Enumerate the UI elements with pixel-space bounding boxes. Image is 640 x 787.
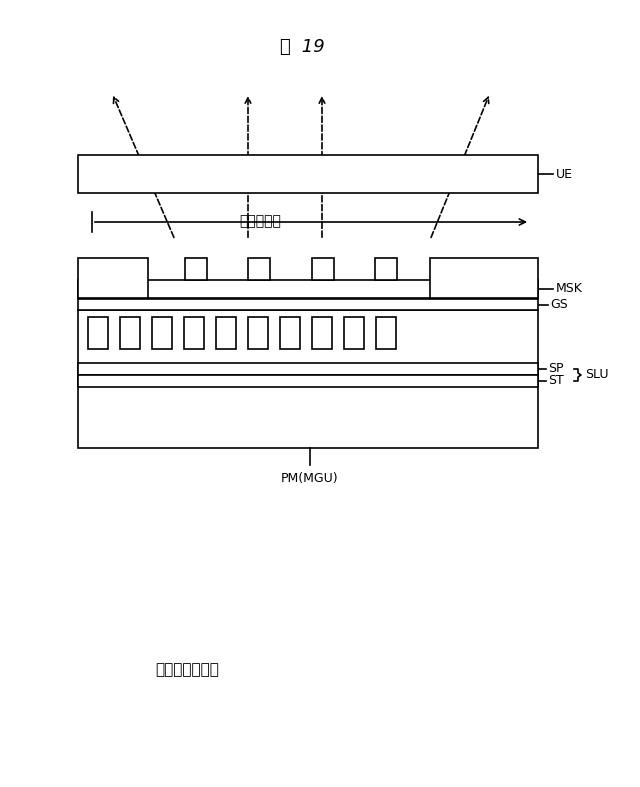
- Bar: [312, 258, 334, 280]
- Bar: [375, 258, 397, 280]
- Bar: [78, 375, 538, 387]
- Text: プラズマ：オフ: プラズマ：オフ: [155, 663, 219, 678]
- Text: MSK: MSK: [556, 283, 583, 295]
- Bar: [78, 280, 538, 298]
- Bar: [78, 310, 538, 448]
- Text: SP: SP: [548, 363, 563, 375]
- Bar: [184, 317, 204, 349]
- Bar: [312, 317, 332, 349]
- Bar: [344, 317, 364, 349]
- Bar: [88, 317, 108, 349]
- Bar: [376, 317, 396, 349]
- Text: GS: GS: [550, 298, 568, 311]
- Text: ST: ST: [548, 375, 564, 387]
- Bar: [78, 363, 538, 375]
- Bar: [78, 299, 538, 310]
- Text: 19: 19: [296, 38, 324, 56]
- Bar: [185, 258, 207, 280]
- Bar: [248, 258, 270, 280]
- Text: パージガス: パージガス: [239, 214, 281, 228]
- Bar: [248, 317, 268, 349]
- Bar: [120, 317, 140, 349]
- Bar: [78, 258, 148, 298]
- Bar: [430, 258, 538, 298]
- Bar: [280, 317, 300, 349]
- Bar: [152, 317, 172, 349]
- Text: UE: UE: [556, 168, 573, 180]
- Bar: [216, 317, 236, 349]
- Bar: [78, 155, 538, 193]
- Text: 図: 図: [280, 38, 291, 56]
- Text: SLU: SLU: [585, 368, 609, 382]
- Text: PM(MGU): PM(MGU): [281, 472, 339, 485]
